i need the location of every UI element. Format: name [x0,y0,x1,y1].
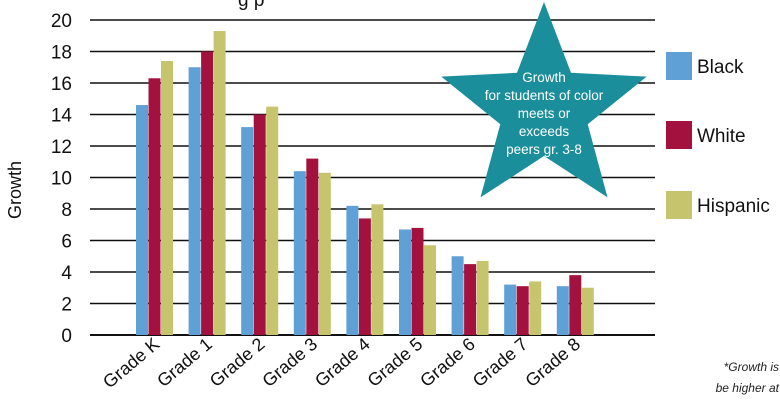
legend-label-black: Black [697,57,744,78]
y-axis-title: Growth [5,161,25,219]
x-category-label: Grade 6 [416,334,479,391]
bar-white-grade-5 [411,227,424,335]
y-tick-label: 12 [51,137,72,158]
y-tick-label: 6 [61,232,72,253]
bar-black-grade-5 [399,229,411,335]
bar-white-grade-2 [253,114,266,335]
x-category-label: Grade 7 [469,334,532,391]
y-tick-label: 2 [61,295,72,316]
y-tick-labels: 0 2 4 6 8 10 12 14 16 18 20 [51,11,73,347]
footnote-line: *Growth is [724,360,779,374]
bar-hispanic-grade-1 [213,31,226,336]
x-category-label: Grade 3 [258,334,321,391]
bar-white-grade-3 [306,158,319,335]
bar-black-grade-1 [188,67,201,335]
y-tick-label: 16 [51,74,72,95]
star-annotation-line: for students of color [485,88,604,103]
annotation-star: Growth for students of color meets or excee… [441,2,647,198]
bar-black-grade-6 [451,256,464,335]
x-category-label: Grade 5 [364,334,427,391]
bar-white-grade-6 [464,264,477,335]
x-category-label: Grade 4 [311,334,374,391]
y-tick-label: 0 [61,326,72,347]
bar-hispanic-grade-4 [371,204,384,335]
y-tick-label: 8 [61,200,72,221]
bar-hispanic-grade-3 [318,172,331,335]
y-tick-label: 10 [51,169,72,190]
star-annotation-line: meets or [518,106,571,121]
star-annotation-line: Growth [522,70,566,85]
bar-hispanic-grade-2 [266,106,279,335]
y-tick-label: 4 [61,263,72,284]
chart-title-fragment: g p [238,0,264,11]
legend: Black White Hispanic [666,52,770,219]
star-annotation-line: exceeds [519,124,570,139]
bar-white-grade-8 [569,275,582,335]
bar-black-grade-3 [293,171,306,335]
bar-white-grade-7 [516,286,529,335]
bar-white-grade-k [148,78,161,336]
bar-black-grade-7 [504,284,517,335]
footnote: *Growth is be higher at [716,360,780,395]
legend-label-hispanic: Hispanic [697,196,770,217]
chart-title-layer: g p [238,0,264,11]
x-category-label: Grade K [99,334,163,392]
bar-hispanic-grade-7 [529,281,542,335]
bar-white-grade-4 [358,218,371,335]
bar-hispanic-grade-5 [424,245,436,335]
bar-black-grade-k [136,105,148,335]
bar-black-grade-2 [241,127,254,335]
x-category-label: Grade 2 [206,334,269,391]
x-category-label: Grade 8 [521,334,584,391]
y-tick-label: 20 [51,11,72,32]
y-tick-label: 14 [51,106,73,127]
x-category-label: Grade 1 [153,334,216,391]
bar-hispanic-grade-6 [476,260,489,335]
footnote-line: be higher at [716,381,780,395]
bar-hispanic-grade-k [161,60,173,335]
bar-black-grade-4 [346,205,359,335]
bar-white-grade-1 [201,51,214,335]
bars [136,31,594,336]
star-annotation-line: peers gr. 3-8 [506,142,582,157]
legend-swatch-hispanic [666,191,692,219]
bar-hispanic-grade-8 [581,287,594,335]
star-shape [441,2,647,198]
y-tick-label: 18 [51,43,72,64]
legend-label-white: White [697,126,746,147]
legend-swatch-black [666,52,692,80]
bar-black-grade-8 [556,286,569,335]
legend-swatch-white [666,121,692,149]
